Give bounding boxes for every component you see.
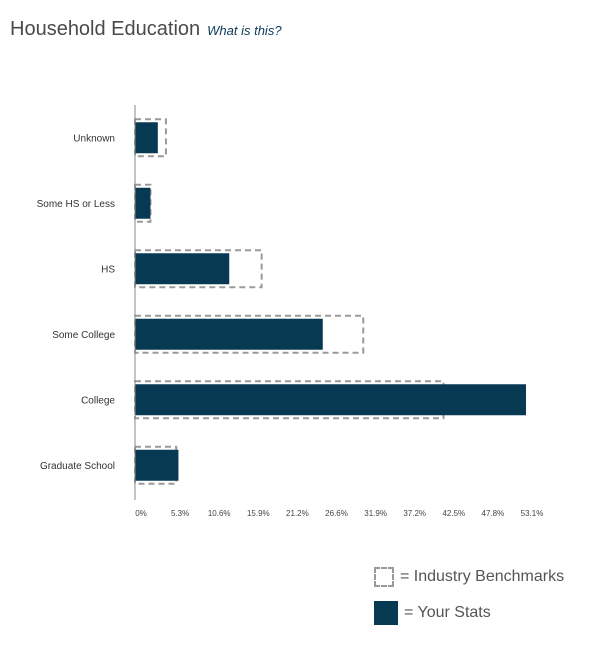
x-tick-label: 47.8% [482, 509, 505, 518]
benchmark-bar [134, 249, 263, 289]
solid-box-icon [374, 601, 398, 625]
category-label: Unknown [73, 133, 115, 144]
dashed-box-icon [374, 567, 394, 587]
legend-label-benchmarks: = Industry Benchmarks [400, 568, 565, 585]
x-tick-label: 53.1% [521, 509, 544, 518]
stats-bar [135, 122, 158, 154]
category-label: Some HS or Less [37, 199, 115, 210]
legend: = Industry Benchmarks = Your Stats [374, 563, 564, 635]
x-tick-label: 21.2% [286, 509, 309, 518]
stats-bar [135, 253, 230, 285]
category-label: Graduate School [40, 461, 115, 472]
stats-bar [135, 384, 526, 416]
x-tick-label: 15.9% [247, 509, 270, 518]
page-title: Household Education [10, 18, 201, 40]
x-tick-label: 5.3% [171, 509, 189, 518]
x-tick-label: 37.2% [403, 509, 426, 518]
category-label: Some College [52, 330, 115, 341]
stats-bar [135, 449, 179, 481]
benchmark-bar [134, 445, 178, 485]
x-tick-label: 31.9% [364, 509, 387, 518]
x-tick-label: 26.6% [325, 509, 348, 518]
title-row: Household Education What is this? [10, 18, 282, 41]
legend-item-benchmarks: = Industry Benchmarks [374, 563, 564, 591]
stats-bar [135, 318, 323, 350]
legend-item-stats: = Your Stats [374, 599, 564, 627]
x-tick-label: 10.6% [208, 509, 231, 518]
x-tick-label: 42.5% [442, 509, 465, 518]
x-tick-label: 0% [135, 509, 147, 518]
education-bar-chart: Unknown Some HS or Less HS Some College Coll… [37, 105, 544, 518]
category-label: College [81, 395, 115, 406]
benchmark-bar [134, 118, 167, 158]
stats-bar [135, 187, 151, 219]
legend-label-stats: = Your Stats [404, 604, 491, 621]
category-label: HS [101, 264, 115, 275]
what-is-this-link[interactable]: What is this? [207, 23, 282, 38]
